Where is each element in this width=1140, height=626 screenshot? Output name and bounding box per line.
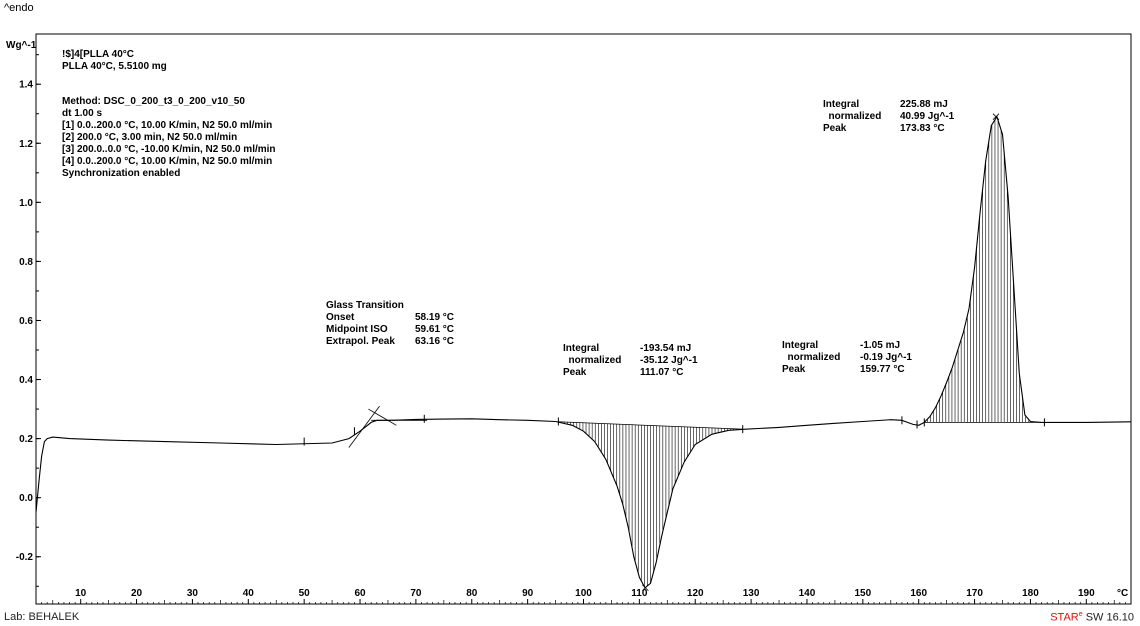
x-tick-label: 110 — [631, 588, 648, 599]
software-brand-mark: e — [1078, 611, 1083, 618]
lab-label: Lab: BEHALEK — [4, 611, 80, 623]
x-tick-label: 30 — [187, 588, 199, 599]
glass-transition-label: Onset — [326, 312, 355, 323]
x-axis-label: °C — [1117, 588, 1128, 599]
y-tick-label: 0.6 — [19, 316, 33, 327]
cold-crystallization-label: normalized — [563, 355, 621, 366]
glass-transition-value: 58.19 °C — [415, 312, 454, 323]
x-tick-label: 100 — [575, 588, 592, 599]
x-tick-label: 20 — [131, 588, 143, 599]
method-info-line: [1] 0.0..200.0 °C, 10.00 K/min, N2 50.0 … — [62, 120, 272, 131]
software-version: SW 16.10 — [1082, 611, 1134, 624]
x-tick-label: 40 — [243, 588, 255, 599]
y-axis-label: Wg^-1 — [6, 40, 37, 51]
x-tick-label: 10 — [75, 588, 87, 599]
software-label: STARe SW 16.10 — [1050, 611, 1134, 624]
x-tick-label: 50 — [299, 588, 311, 599]
method-info-line: [2] 200.0 °C, 3.00 min, N2 50.0 ml/min — [62, 132, 237, 143]
tangent-line — [348, 405, 380, 448]
y-tick-label: 0.8 — [19, 257, 33, 268]
x-tick-label: 120 — [687, 588, 704, 599]
software-brand: STAR — [1050, 611, 1079, 624]
pre-melt-exotherm-label: Peak — [782, 364, 806, 375]
melting-peak-label: normalized — [823, 111, 881, 122]
melting-peak-label: Peak — [823, 123, 847, 134]
x-tick-label: 140 — [799, 588, 816, 599]
y-tick-label: 1.2 — [19, 139, 33, 150]
melting-peak-value: 40.99 Jg^-1 — [900, 111, 955, 122]
cold-crystallization-value: -193.54 mJ — [640, 343, 691, 354]
y-tick-label: 0.4 — [19, 375, 33, 386]
pre-melt-exotherm-label: normalized — [782, 352, 840, 363]
cold-crystallization-value: -35.12 Jg^-1 — [640, 355, 698, 366]
glass-transition-value: 59.61 °C — [415, 324, 454, 335]
method-info-line: Method: DSC_0_200_t3_0_200_v10_50 — [62, 96, 245, 107]
melting-peak-value: 173.83 °C — [900, 123, 945, 134]
endo-direction-label: ^endo — [4, 2, 34, 14]
x-tick-label: 190 — [1078, 588, 1095, 599]
melting-peak-label: Integral — [823, 99, 859, 110]
y-tick-label: 1.4 — [19, 80, 33, 91]
melting-peak-value: 225.88 mJ — [900, 99, 948, 110]
tangent-line — [368, 408, 397, 426]
x-tick-label: 80 — [466, 588, 478, 599]
x-tick-label: 70 — [410, 588, 422, 599]
x-tick-label: 60 — [354, 588, 366, 599]
method-info-line: dt 1.00 s — [62, 108, 102, 119]
sample-info-line: !$]4[PLLA 40°C — [62, 49, 134, 60]
pre-melt-exotherm-value: 159.77 °C — [860, 364, 905, 375]
peak-marker — [992, 113, 1000, 120]
glass-transition-label: Midpoint ISO — [326, 324, 388, 335]
x-tick-label: 90 — [522, 588, 534, 599]
y-tick-label: 0.2 — [19, 434, 33, 445]
peak-marker — [642, 584, 649, 592]
sample-info-line: PLLA 40°C, 5.5100 mg — [62, 61, 167, 72]
y-tick-label: 0.0 — [19, 493, 33, 504]
x-tick-label: 160 — [910, 588, 927, 599]
cold-crystallization-value: 111.07 °C — [640, 367, 683, 378]
x-tick-label: 130 — [743, 588, 760, 599]
pre-melt-exotherm-label: Integral — [782, 340, 818, 351]
glass-transition-label: Extrapol. Peak — [326, 336, 395, 347]
pre-melt-exotherm-value: -1.05 mJ — [860, 340, 900, 351]
method-info-line: Synchronization enabled — [62, 168, 180, 179]
pre-melt-exotherm-value: -0.19 Jg^-1 — [860, 352, 912, 363]
glass-transition-value: 63.16 °C — [415, 336, 454, 347]
method-info-line: [4] 0.0..200.0 °C, 10.00 K/min, N2 50.0 … — [62, 156, 272, 167]
method-info-line: [3] 200.0..0.0 °C, -10.00 K/min, N2 50.0… — [62, 144, 276, 155]
cold-crystallization-label: Peak — [563, 367, 587, 378]
cold-crystallization-label: Integral — [563, 343, 599, 354]
dsc-curve — [35, 115, 1132, 589]
x-tick-label: 180 — [1022, 588, 1039, 599]
y-tick-label: 1.0 — [19, 198, 33, 209]
y-tick-label: -0.2 — [16, 552, 34, 563]
glass-transition-title: Glass Transition — [326, 300, 404, 311]
x-tick-label: 170 — [966, 588, 983, 599]
x-tick-label: 150 — [854, 588, 871, 599]
